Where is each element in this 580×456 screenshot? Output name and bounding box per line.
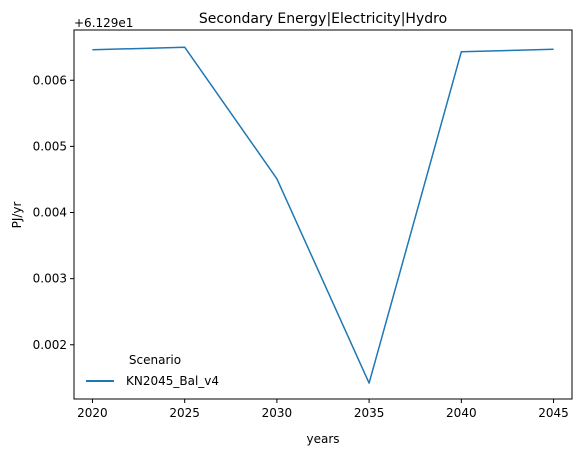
legend-title: Scenario: [129, 353, 181, 367]
y-tick-label: 0.005: [33, 139, 67, 153]
legend: Scenario KN2045_Bal_v4: [86, 353, 219, 388]
y-tick-label: 0.006: [33, 73, 67, 87]
series-layer: [92, 46, 554, 384]
x-axis: 2020 2025 2030 2035 2040 2045: [77, 399, 569, 420]
x-tick-label: 2035: [354, 406, 385, 420]
y-tick-label: 0.003: [33, 272, 67, 286]
chart-title: Secondary Energy|Electricity|Hydro: [199, 11, 447, 27]
y-axis-label: PJ/yr: [10, 202, 24, 229]
legend-entry-label: KN2045_Bal_v4: [126, 374, 219, 388]
x-tick-label: 2025: [169, 406, 200, 420]
y-axis: 0.002 0.003 0.004 0.005 0.006: [33, 73, 74, 352]
x-tick-label: 2045: [538, 406, 569, 420]
plot-area: [73, 29, 573, 400]
x-tick-label: 2030: [262, 406, 293, 420]
x-tick-label: 2020: [77, 406, 108, 420]
series-line: [92, 46, 554, 384]
y-tick-label: 0.004: [33, 206, 67, 220]
y-offset-text: +6.129e1: [74, 16, 133, 30]
x-axis-label: years: [306, 432, 339, 446]
x-tick-label: 2040: [446, 406, 477, 420]
y-tick-label: 0.002: [33, 338, 67, 352]
